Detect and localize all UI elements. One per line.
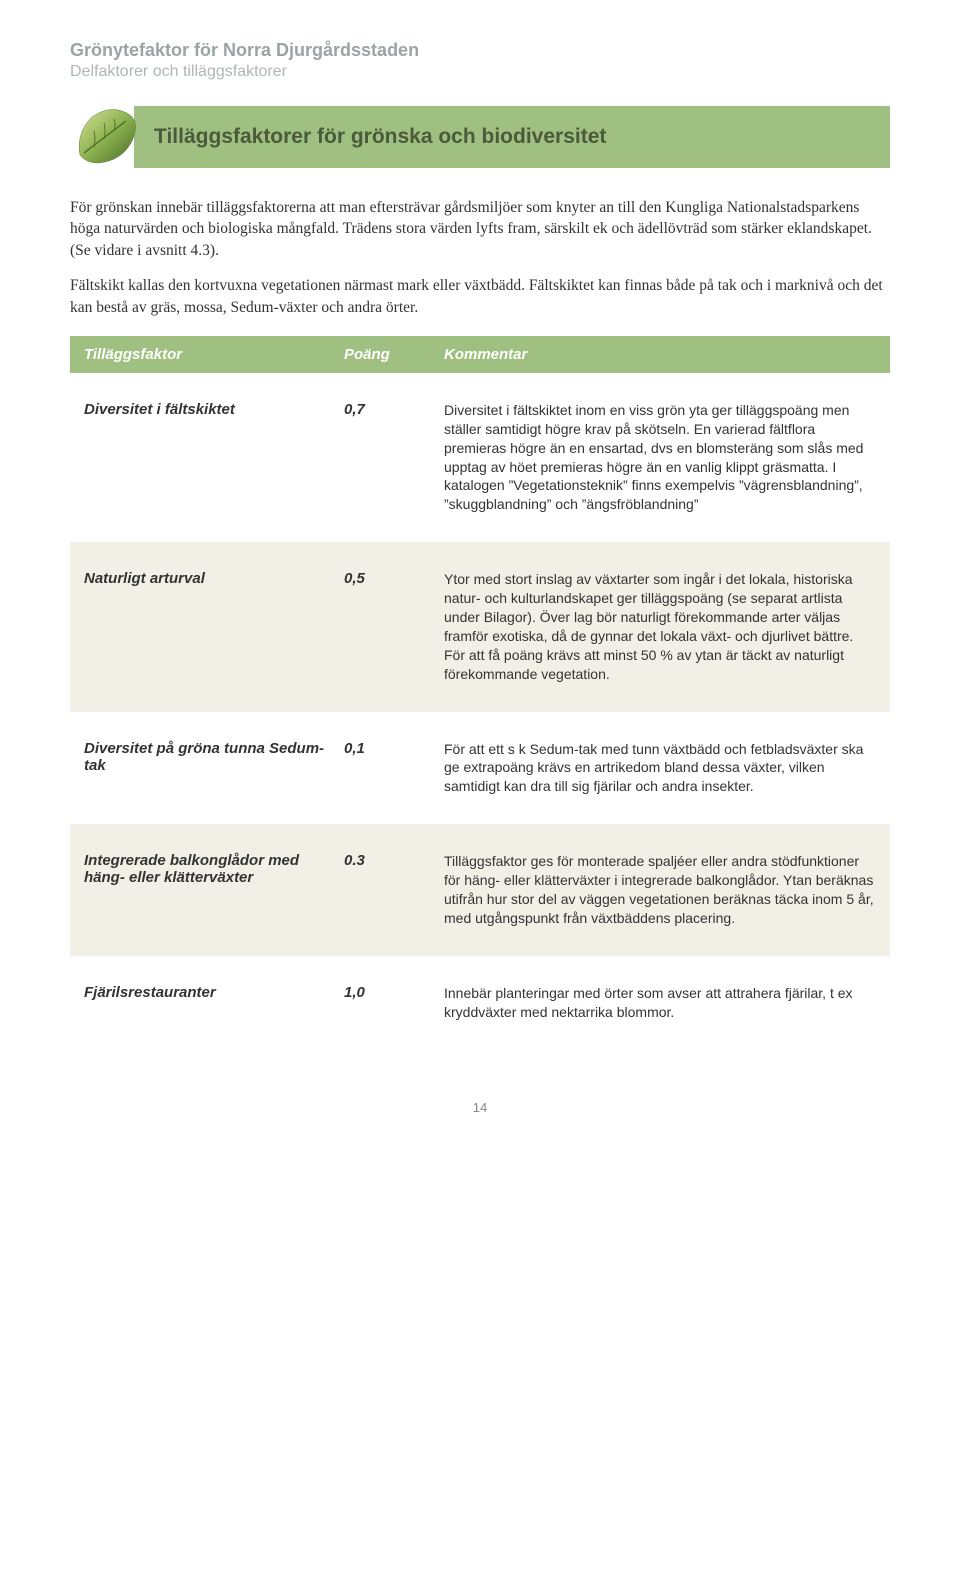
leaf-icon bbox=[70, 105, 142, 169]
factor-name: Diversitet på gröna tunna Sedum-tak bbox=[84, 740, 344, 797]
banner-bg: Tilläggsfaktorer för grönska och biodive… bbox=[134, 106, 890, 168]
factor-comment: Tilläggsfaktor ges för monterade spaljée… bbox=[444, 852, 876, 928]
factor-name: Diversitet i fältskiktet bbox=[84, 401, 344, 514]
factor-comment: Innebär planteringar med örter som avser… bbox=[444, 984, 876, 1022]
factor-comment: Diversitet i fältskiktet inom en viss gr… bbox=[444, 401, 876, 514]
factor-points: 0,1 bbox=[344, 740, 444, 797]
factor-points: 0,7 bbox=[344, 401, 444, 514]
intro-p2: Fältskikt kallas den kortvuxna vegetatio… bbox=[70, 275, 890, 318]
page: Grönytefaktor för Norra Djurgårdsstaden … bbox=[0, 0, 960, 1175]
table-row: Naturligt arturval 0,5 Ytor med stort in… bbox=[70, 542, 890, 711]
page-number: 14 bbox=[70, 1100, 890, 1115]
doc-subtitle: Delfaktorer och tilläggsfaktorer bbox=[70, 63, 890, 81]
table-row: Diversitet i fältskiktet 0,7 Diversitet … bbox=[70, 373, 890, 542]
intro-text: För grönskan innebär tilläggsfaktorerna … bbox=[70, 197, 890, 318]
factor-name: Integrerade balkonglådor med häng- eller… bbox=[84, 852, 344, 928]
factor-comment: För att ett s k Sedum-tak med tunn växtb… bbox=[444, 740, 876, 797]
factor-points: 0.3 bbox=[344, 852, 444, 928]
factor-name: Naturligt arturval bbox=[84, 570, 344, 683]
th-factor: Tilläggsfaktor bbox=[84, 346, 344, 363]
factor-points: 1,0 bbox=[344, 984, 444, 1022]
section-banner: Tilläggsfaktorer för grönska och biodive… bbox=[70, 105, 890, 169]
th-points: Poäng bbox=[344, 346, 444, 363]
table-row: Fjärilsrestauranter 1,0 Innebär planteri… bbox=[70, 956, 890, 1050]
factor-points: 0,5 bbox=[344, 570, 444, 683]
th-comment: Kommentar bbox=[444, 346, 876, 363]
intro-p1: För grönskan innebär tilläggsfaktorerna … bbox=[70, 197, 890, 261]
table-row: Integrerade balkonglådor med häng- eller… bbox=[70, 824, 890, 956]
table-header-row: Tilläggsfaktor Poäng Kommentar bbox=[70, 336, 890, 373]
banner-title: Tilläggsfaktorer för grönska och biodive… bbox=[154, 125, 606, 149]
doc-title: Grönytefaktor för Norra Djurgårdsstaden bbox=[70, 40, 890, 61]
factor-comment: Ytor med stort inslag av växtarter som i… bbox=[444, 570, 876, 683]
table-row: Diversitet på gröna tunna Sedum-tak 0,1 … bbox=[70, 712, 890, 825]
factor-name: Fjärilsrestauranter bbox=[84, 984, 344, 1022]
